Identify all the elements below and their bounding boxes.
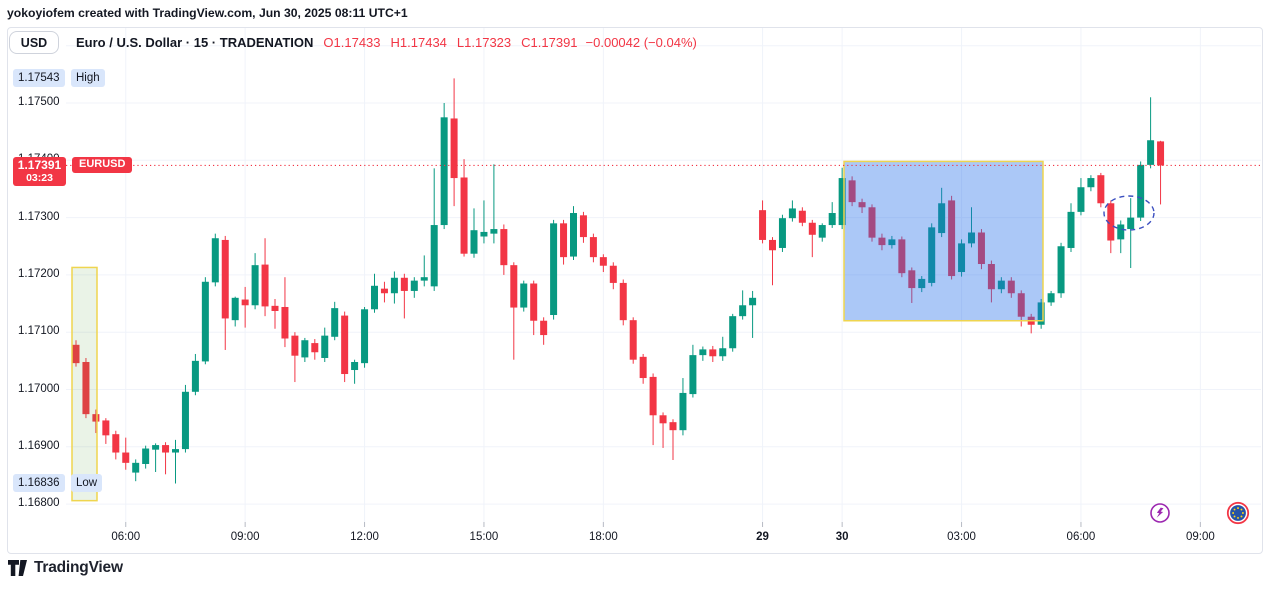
price-tick-label: 1.16900 xyxy=(18,439,60,452)
chart-legend: USD Euro / U.S. Dollar · 15 · TRADENATIO… xyxy=(9,31,697,54)
time-tick-label: 06:00 xyxy=(1066,531,1096,543)
grid xyxy=(66,28,1261,527)
price-tick-label: 1.17000 xyxy=(18,382,60,395)
price-line-symbol-tag: EURUSD xyxy=(72,157,133,174)
price-tick-label: 1.17500 xyxy=(18,96,60,108)
tradingview-logo[interactable]: TradingView xyxy=(8,559,123,577)
time-tick-label: 09:00 xyxy=(230,531,260,543)
ohlc-open: O1.17433 xyxy=(323,35,381,50)
eu-high-importance-event-icon[interactable] xyxy=(1226,501,1250,525)
currency-toggle-button[interactable]: USD xyxy=(9,31,59,54)
change-value: −0.00042 (−0.04%) xyxy=(585,35,697,50)
time-tick-label: 09:00 xyxy=(1185,531,1215,543)
economic-event-icon[interactable] xyxy=(1149,502,1171,524)
chart-frame xyxy=(7,27,1263,554)
price-tick-label: 1.17100 xyxy=(18,325,60,338)
rectangle-drawing-consolidation[interactable] xyxy=(843,160,1044,322)
time-tick-label: 03:00 xyxy=(947,531,976,543)
high-tag-label: High xyxy=(71,69,105,88)
low-tag-label: Low xyxy=(71,474,103,493)
candles xyxy=(72,78,1165,484)
last-price-tag: 1.17391 03:23 xyxy=(13,157,66,187)
ohlc-close: C1.17391 xyxy=(521,35,578,50)
time-tick-label: 06:00 xyxy=(111,531,141,543)
tradingview-logo-text: TradingView xyxy=(34,559,123,576)
low-price-label: 1.16836 xyxy=(13,474,65,493)
ohlc-high: H1.17434 xyxy=(390,35,447,50)
last-price-value: 1.17391 xyxy=(17,158,62,173)
bar-countdown: 03:23 xyxy=(26,172,53,185)
ellipse-annotation[interactable] xyxy=(1103,195,1155,231)
ohlc-low: L1.17323 xyxy=(456,35,512,50)
high-price-label: 1.17543 xyxy=(13,69,65,88)
price-tick-label: 1.16800 xyxy=(18,497,60,510)
symbol-title[interactable]: Euro / U.S. Dollar · 15 · TRADENATION xyxy=(76,35,314,50)
time-tick-label: 15:00 xyxy=(469,531,499,543)
tradingview-logo-icon xyxy=(8,560,27,576)
time-tick-label: 18:00 xyxy=(588,531,618,543)
price-tick-label: 1.17200 xyxy=(18,267,60,280)
attribution-text: yokoyiofem created with TradingView.com,… xyxy=(7,6,408,20)
rectangle-drawing-session-low[interactable] xyxy=(71,266,98,502)
time-tick-label: 29 xyxy=(756,531,769,543)
time-tick-label: 12:00 xyxy=(350,531,379,543)
time-tick-label: 30 xyxy=(835,531,849,543)
price-tick-label: 1.17300 xyxy=(18,210,60,223)
